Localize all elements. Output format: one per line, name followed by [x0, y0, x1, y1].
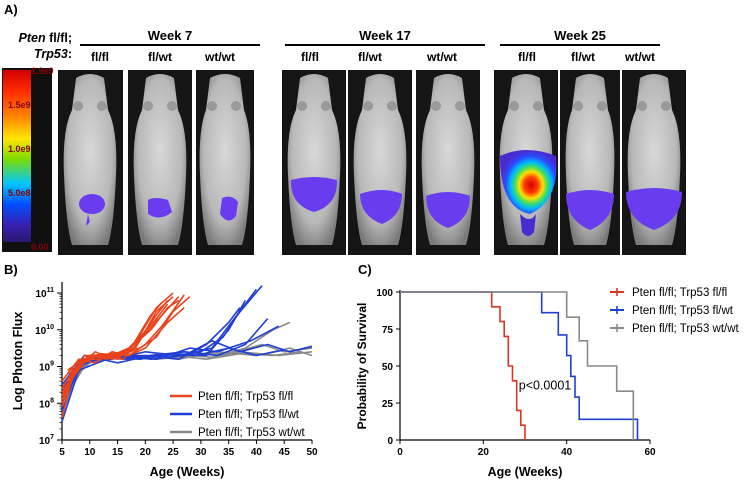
x-axis-title: Age (Weeks): [488, 465, 563, 479]
y-axis-title: Log Photon Flux: [11, 312, 25, 411]
survival-curve: [400, 291, 639, 440]
series-line: [61, 347, 285, 390]
legend-label: Pten fl/fl; Trp53 fl/wt: [632, 305, 734, 317]
legend-label: Pten fl/fl; Trp53 fl/fl: [632, 287, 727, 299]
x-tick-label: 15: [112, 447, 124, 458]
x-tick-label: 5: [59, 447, 65, 458]
y-tick-label: 100: [376, 288, 393, 299]
colorbar-tick-3: 5.0e8: [8, 188, 31, 198]
photon-flux-chart: 5 10 15 20 25 30 35 40 45 50 107 108 109 1010 1011 Age …: [11, 282, 318, 479]
mouse-w7-flwt: [128, 70, 192, 255]
p-value-annotation: p<0.0001: [519, 379, 572, 393]
series-line: [61, 285, 263, 393]
y-tick-label: 0: [387, 436, 393, 447]
x-tick-label: 60: [644, 447, 656, 458]
mouse-w7-wtwt: [196, 70, 254, 255]
x-tick-label: 10: [84, 447, 96, 458]
panel-a-letter: A): [4, 2, 18, 17]
w7-genotype-3: wt/wt: [205, 50, 235, 64]
y-tick-label: 109: [39, 361, 54, 374]
x-tick-label: 20: [140, 447, 152, 458]
week-25-label: Week 25: [554, 28, 606, 43]
survival-chart: 0 20 40 60 0 25 50 75 100 Age (Weeks) Probability …: [355, 287, 740, 479]
x-tick-label: 50: [306, 447, 318, 458]
w7-genotype-2: fl/wt: [148, 50, 172, 64]
mouse-w25-flwt: [560, 70, 620, 255]
colorbar-min-label: 0.00: [31, 242, 49, 252]
week-25-bar: [500, 44, 660, 46]
week-7-label: Week 7: [147, 28, 193, 43]
legend-label: Pten fl/fl; Trp53 wt/wt: [632, 323, 740, 335]
x-tick-label: 25: [168, 447, 180, 458]
x-tick-label: 35: [223, 447, 235, 458]
series-line: [61, 296, 174, 404]
legend-label: Pten fl/fl; Trp53 fl/fl: [198, 391, 293, 403]
y-tick-label: 50: [382, 362, 394, 373]
x-tick-label: 45: [279, 447, 291, 458]
w17-genotype-2: fl/wt: [358, 50, 382, 64]
w17-genotype-3: wt/wt: [427, 50, 457, 64]
mouse-w17-flwt: [348, 70, 412, 255]
genotype-row-label: Pten fl/fl; Trp53:: [2, 30, 72, 62]
w25-genotype-3: wt/wt: [625, 50, 655, 64]
y-tick-label: 107: [39, 434, 54, 447]
survival-curve: [400, 291, 635, 440]
y-tick-label: 25: [382, 399, 394, 410]
w7-genotype-1: fl/fl: [91, 50, 109, 64]
panel-b-letter: B): [4, 262, 18, 277]
x-tick-label: 20: [478, 447, 490, 458]
w25-genotype-2: fl/wt: [571, 50, 595, 64]
y-tick-label: 1011: [35, 287, 54, 300]
panel-c-letter: C): [358, 262, 372, 277]
mouse-w25-flfl: [494, 70, 558, 255]
y-tick-label: 108: [39, 397, 54, 410]
colorbar-tick-2: 1.0e9: [8, 144, 31, 154]
x-tick-label: 30: [195, 447, 207, 458]
mouse-images: [58, 70, 686, 255]
mouse-w17-flfl: [282, 70, 346, 255]
y-axis-title: Probability of Survival: [355, 303, 369, 430]
gene1-name: Pten: [18, 31, 46, 45]
w25-genotype-1: fl/fl: [518, 50, 536, 64]
y-tick-label: 1010: [35, 324, 54, 337]
mouse-w25-wtwt: [622, 70, 686, 255]
x-tick-label: 40: [251, 447, 263, 458]
mouse-w7-flfl: [58, 70, 123, 255]
colorbar: [3, 70, 31, 242]
gene2-suffix: :: [67, 47, 72, 61]
series-line: [66, 299, 180, 386]
gene2-name: Trp53: [34, 47, 68, 61]
week-17-label: Week 17: [359, 28, 411, 43]
y-tick-label: 75: [382, 325, 394, 336]
colorbar-tick-1: 1.5e9: [8, 100, 31, 110]
x-tick-label: 40: [561, 447, 573, 458]
series-line: [67, 296, 191, 371]
colorbar-max-label: 1.9e9: [31, 66, 54, 76]
gene1-suffix: fl/fl;: [45, 31, 72, 45]
legend-label: Pten fl/fl; Trp53 fl/wt: [198, 409, 300, 421]
w17-genotype-1: fl/fl: [301, 50, 319, 64]
week-17-bar: [285, 44, 485, 46]
week-7-bar: [80, 44, 260, 46]
survival-curve: [400, 291, 526, 440]
x-axis-title: Age (Weeks): [150, 465, 225, 479]
legend-label: Pten fl/fl; Trp53 wt/wt: [198, 427, 306, 439]
mouse-w17-wtwt: [416, 70, 480, 255]
x-tick-label: 0: [397, 447, 403, 458]
